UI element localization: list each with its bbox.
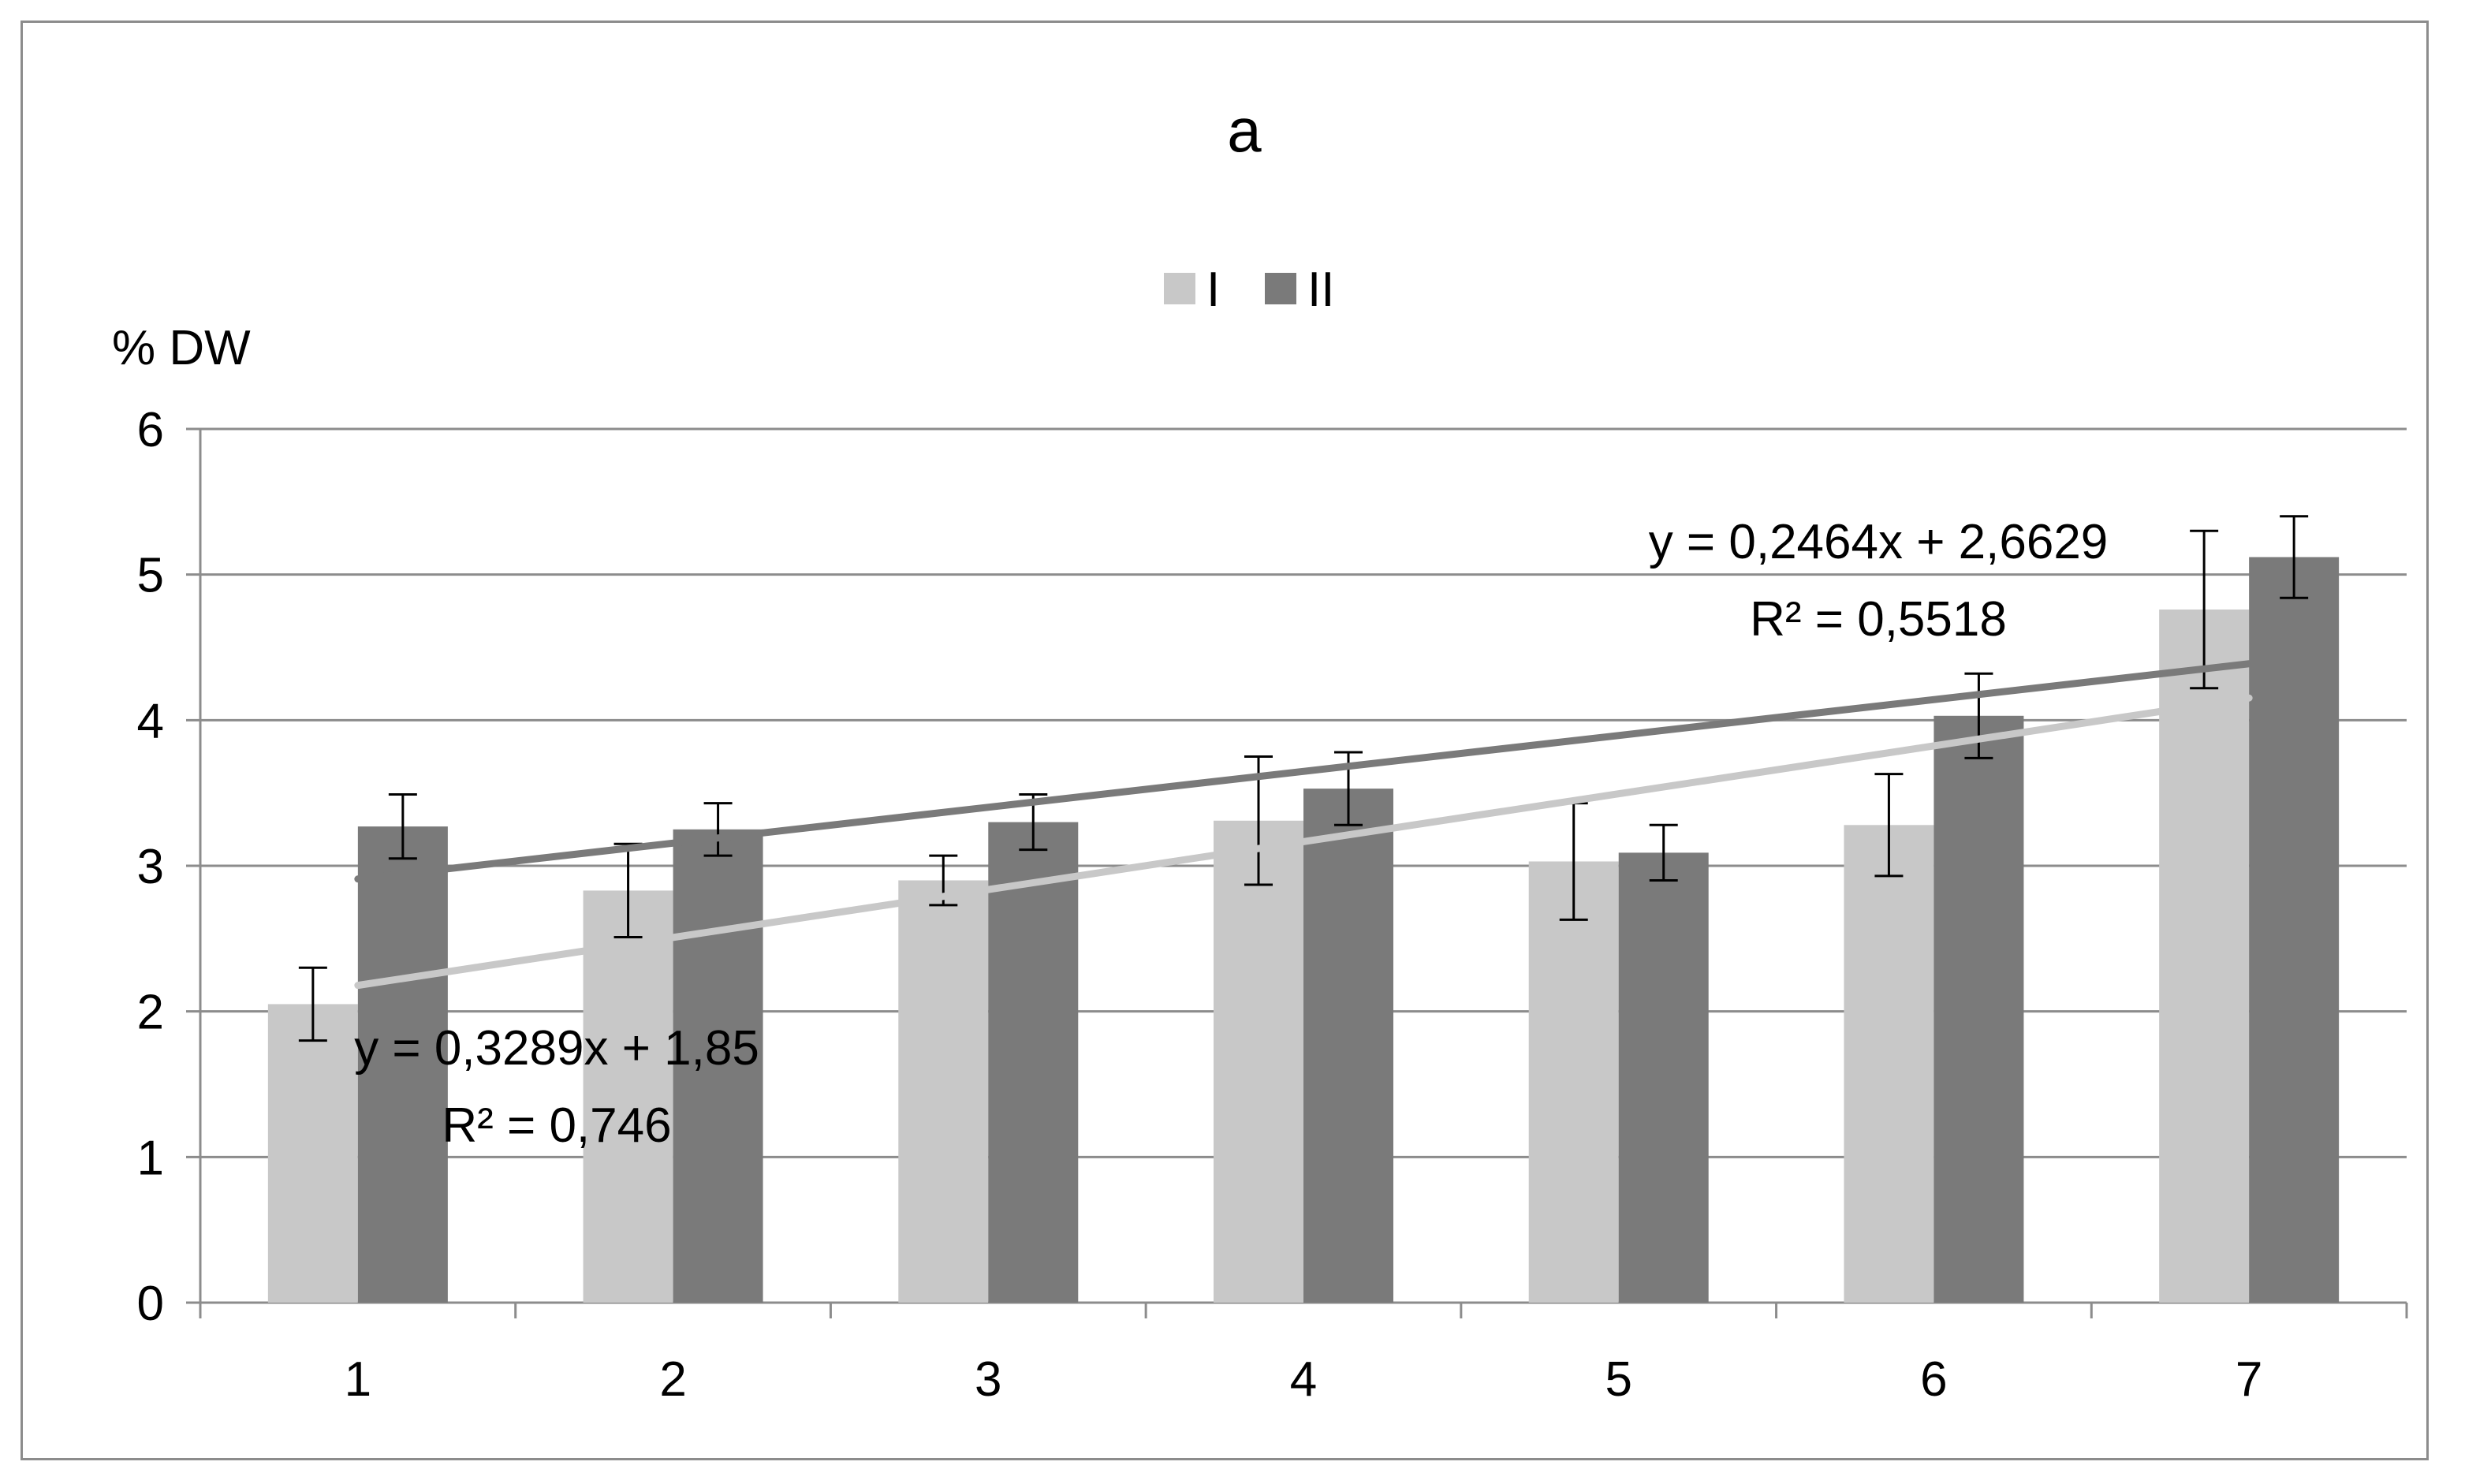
bar-II-5 [1618,852,1709,1303]
bar-I-7 [2159,609,2250,1303]
legend: I II [1164,263,1334,317]
trendline-annotations: y = 0,3289x + 1,85 R² = 0,746 y = 0,2464x … [354,515,2108,1153]
legend-swatch-I [1164,273,1195,304]
bar-II-1 [357,826,448,1303]
x-tick-label: 6 [1920,1352,1947,1407]
bar-I-2 [583,890,673,1303]
legend-label-II: II [1307,263,1334,317]
y-tick-label: 3 [137,840,164,894]
trendline-II-equation: y = 0,2464x + 2,6629 [1649,515,2109,569]
y-tick-label: 0 [137,1277,164,1331]
y-tick-label: 2 [137,986,164,1040]
y-tick-label: 6 [137,403,164,457]
chart-title: a [1227,95,1262,165]
trendline-I [354,694,2253,990]
y-tick-label: 5 [137,549,164,603]
x-tick-label: 5 [1605,1352,1631,1407]
legend-swatch-II [1265,273,1296,304]
bar-I-6 [1844,825,1934,1303]
trendline-II [354,660,2253,883]
y-tick-label: 4 [137,694,164,748]
bar-I-1 [267,1004,358,1303]
bar-II-4 [1303,789,1393,1303]
x-tick-label: 7 [2236,1352,2262,1407]
y-axis-label: % DW [112,321,251,375]
error-bars [298,515,2309,1042]
bar-II-7 [2249,557,2340,1303]
gridlines [200,427,2407,1158]
x-tick-label: 4 [1290,1352,1317,1407]
y-tick-label: 1 [137,1131,164,1185]
x-tick-label: 1 [345,1352,371,1407]
trendline-I-r2: R² = 0,746 [442,1098,671,1153]
bar-II-6 [1934,715,2024,1303]
x-tick-label: 2 [659,1352,686,1407]
bar-I-3 [898,880,989,1303]
bar-II-3 [988,822,1079,1303]
trendline-II-r2: R² = 0,5518 [1750,592,2007,647]
bar-I-4 [1214,820,1303,1303]
trendline-I-equation: y = 0,3289x + 1,85 [354,1021,759,1076]
bar-II-2 [673,829,763,1303]
bar-I-5 [1528,861,1619,1303]
legend-label-I: I [1206,263,1220,317]
tick-labels: 0 1 2 3 4 5 6 1 2 3 4 5 6 7 [137,403,2263,1407]
trendlines [354,660,2253,990]
bars [267,557,2340,1303]
x-tick-label: 3 [975,1352,1001,1407]
